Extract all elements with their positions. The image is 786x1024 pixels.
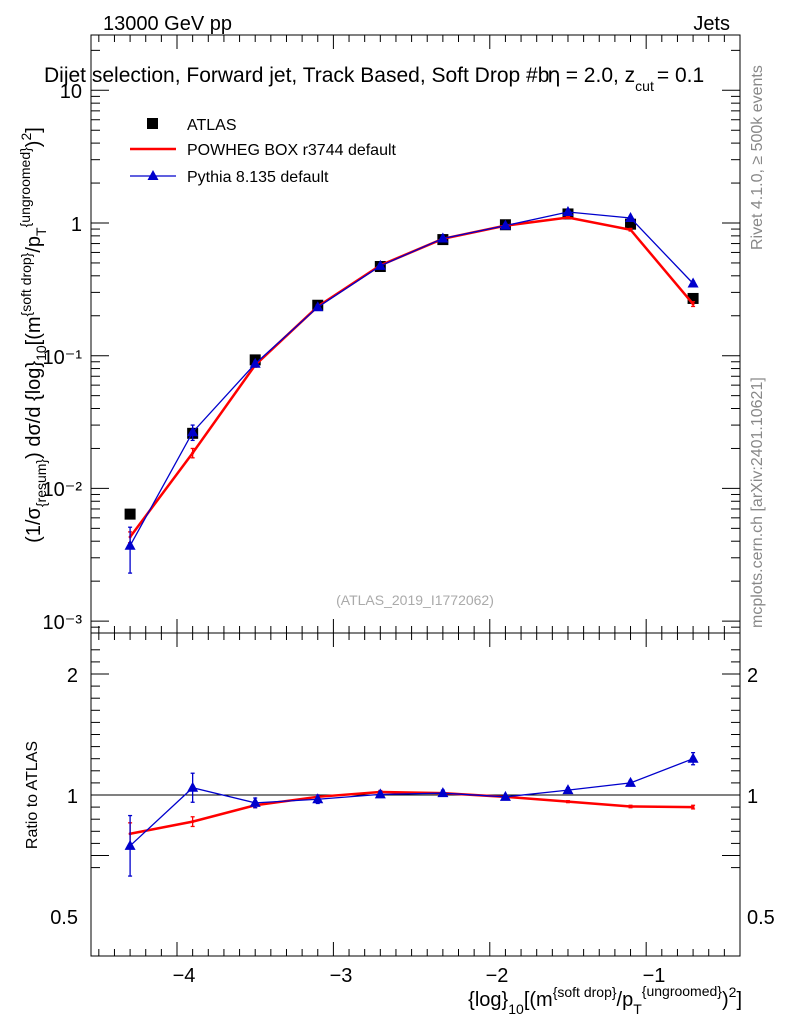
x-tick-m1: −1 [643,965,666,987]
main-powheg-point [191,451,195,455]
ratio-tick-0.5-left: 0.5 [50,907,78,929]
x-tick-m3: −3 [330,965,353,987]
legend-pythia-label: Pythia 8.135 default [187,169,329,186]
y-tick-1e-2: 10⁻² [43,479,83,501]
main-plot-series [124,206,699,574]
ratio-powheg-point [691,805,695,809]
ratio-tick-2-right: 2 [747,665,758,687]
ratio-pythia-point [187,781,199,792]
ratio-plot-series [124,752,699,877]
ratio-y-axis-label: Ratio to ATLAS [24,741,41,849]
rivet-label: Rivet 4.1.0, ≥ 500k events [749,65,766,250]
ratio-pythia-point [437,787,449,798]
main-powheg-point [566,216,570,220]
x-tick-m2: −2 [486,965,509,987]
ratio-pythia-point [499,790,511,801]
ratio-pythia-point [562,784,574,795]
main-pythia-point [124,539,136,550]
legend-atlas-marker [147,118,158,129]
y-tick-1e-3: 10⁻³ [43,612,83,634]
main-pythia-point [249,357,261,368]
mcplots-label: mcplots.cern.ch [arXiv:2401.10621] [749,377,766,628]
analysis-watermark: (ATLAS_2019_I1772062) [336,592,494,608]
main-atlas-point [687,292,699,304]
main-powheg-line [129,216,695,538]
ratio-tick-2-left: 2 [67,665,78,687]
plot-title: Dijet selection, Forward jet, Track Base… [44,63,704,94]
main-powheg-point [691,302,695,306]
main-atlas-point [124,508,136,520]
y-tick-10: 10 [60,81,82,103]
ratio-pythia-point [249,796,261,807]
ratio-pythia-point [124,839,136,850]
header-right: Jets [693,13,730,35]
main-powheg-point [629,228,633,232]
main-atlas-point [625,218,637,230]
main-pythia-point [374,259,386,270]
main-pythia-line [129,211,694,547]
ratio-tick-0.5-right: 0.5 [747,907,775,929]
ratio-powheg-point [629,804,633,808]
main-pythia-point [187,426,199,437]
legend: ATLAS POWHEG BOX r3744 default Pythia 8.… [130,117,397,186]
ratio-powheg-point [566,800,570,804]
ratio-y-tick-labels: 0.5 1 2 0.5 1 2 [50,665,775,929]
main-pythia-point [312,301,324,312]
ratio-pythia-point [374,788,386,799]
x-tick-m4: −4 [173,965,196,987]
ratio-pythia-point [312,793,324,804]
main-pythia-point [499,219,511,230]
main-pythia-point [437,232,449,243]
y-tick-1e-1: 10⁻¹ [43,347,83,369]
legend-powheg-label: POWHEG BOX r3744 default [187,142,397,159]
header-left: 13000 GeV pp [103,13,232,35]
main-pythia-point [625,212,637,223]
ratio-powheg-point [191,820,195,824]
ratio-axis-ticks [91,633,740,956]
legend-atlas-label: ATLAS [187,117,237,134]
main-y-tick-labels: 10⁻³ 10⁻² 10⁻¹ 1 10 [43,81,83,634]
ratio-tick-1-left: 1 [67,786,78,808]
x-tick-labels: −4 −3 −2 −1 [173,965,666,987]
ratio-tick-1-right: 1 [747,786,758,808]
y-tick-1: 1 [71,214,82,236]
main-pythia-point [687,277,699,288]
main-pythia-point [562,206,574,217]
main-y-axis-label: (1/σ{resum}) dσ/d {log}10[(m{soft drop}/… [17,127,49,543]
ratio-pythia-line [129,758,694,847]
legend-pythia-marker [147,170,159,180]
ratio-pythia-point [625,776,637,787]
main-axis-ticks [91,35,740,633]
ratio-pythia-point [687,752,699,763]
ratio-powheg-line [129,790,694,835]
x-axis-label: {log}10[(m{soft drop}/pT{ungroomed})2] [468,983,742,1017]
